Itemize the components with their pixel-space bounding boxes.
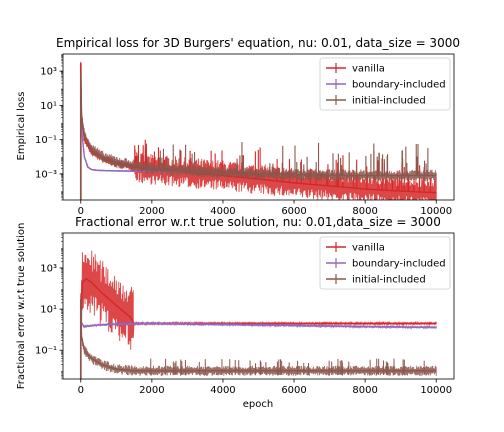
x-tick-label: 8000 <box>352 206 377 217</box>
y-axis-label: Empirical loss <box>16 92 27 161</box>
x-tick-label: 6000 <box>281 206 306 217</box>
legend: vanilla boundary-included initial-included <box>319 236 451 290</box>
y-tick-label: 10¹ <box>40 101 57 112</box>
plot-frame <box>62 53 455 201</box>
axes: 0 2000 4000 6000 8000 10000 10⁻³ 10⁻¹ 10¹ 10³ <box>35 54 452 217</box>
series-initial-included <box>79 71 437 200</box>
x-axis-label: epoch <box>243 399 273 410</box>
x-tick-label: 8000 <box>352 385 377 396</box>
x-tick-label: 10000 <box>420 385 452 396</box>
legend: vanilla boundary-included initial-included <box>319 57 451 111</box>
axes: 0 2000 4000 6000 8000 10000 10⁻¹ 10¹ 10³ <box>35 232 452 396</box>
series-boundary-included <box>79 87 188 200</box>
legend-label: boundary-included <box>352 259 446 270</box>
x-tick-label: 4000 <box>210 206 235 217</box>
chart-title: Fractional error w.r.t true solution, nu… <box>75 215 441 229</box>
y-tick-label: 10¹ <box>40 305 57 316</box>
legend-label: boundary-included <box>352 80 446 91</box>
empirical-loss-plot: Empirical loss for 3D Burgers' equation,… <box>16 36 460 217</box>
series-line <box>80 76 437 177</box>
series-line <box>80 299 437 372</box>
series-initial-included <box>79 295 437 379</box>
y-tick-label: 10³ <box>40 67 57 78</box>
legend-label: vanilla <box>352 243 385 254</box>
x-tick-label: 2000 <box>139 385 164 396</box>
chart-title: Empirical loss for 3D Burgers' equation,… <box>56 36 460 50</box>
legend-label: vanilla <box>352 64 385 75</box>
y-tick-label: 10⁻¹ <box>35 346 57 357</box>
series-band <box>80 295 437 376</box>
legend-box <box>319 57 451 111</box>
series-line <box>80 309 437 329</box>
x-tick-label: 4000 <box>210 385 235 396</box>
y-tick-label: 10³ <box>40 263 57 274</box>
legend-box <box>319 236 451 290</box>
series-line <box>80 277 437 325</box>
y-tick-label: 10⁻¹ <box>35 135 57 146</box>
x-tick-label: 10000 <box>420 206 452 217</box>
y-axis-label: Fractional error w.r.t true solution <box>16 223 27 390</box>
plot-marks <box>79 61 437 200</box>
plot-marks <box>79 250 437 379</box>
series-band <box>80 87 188 173</box>
x-tick-label: 0 <box>78 385 84 396</box>
x-tick-label: 6000 <box>281 385 306 396</box>
plot-frame <box>62 232 455 380</box>
legend-label: initial-included <box>352 275 426 286</box>
y-tick-label: 10⁻³ <box>35 169 57 180</box>
series-line <box>80 88 188 173</box>
x-tick-label: 0 <box>78 206 84 217</box>
legend-label: initial-included <box>352 96 426 107</box>
fractional-error-plot: Fractional error w.r.t true solution, nu… <box>16 215 455 410</box>
x-tick-label: 2000 <box>139 206 164 217</box>
